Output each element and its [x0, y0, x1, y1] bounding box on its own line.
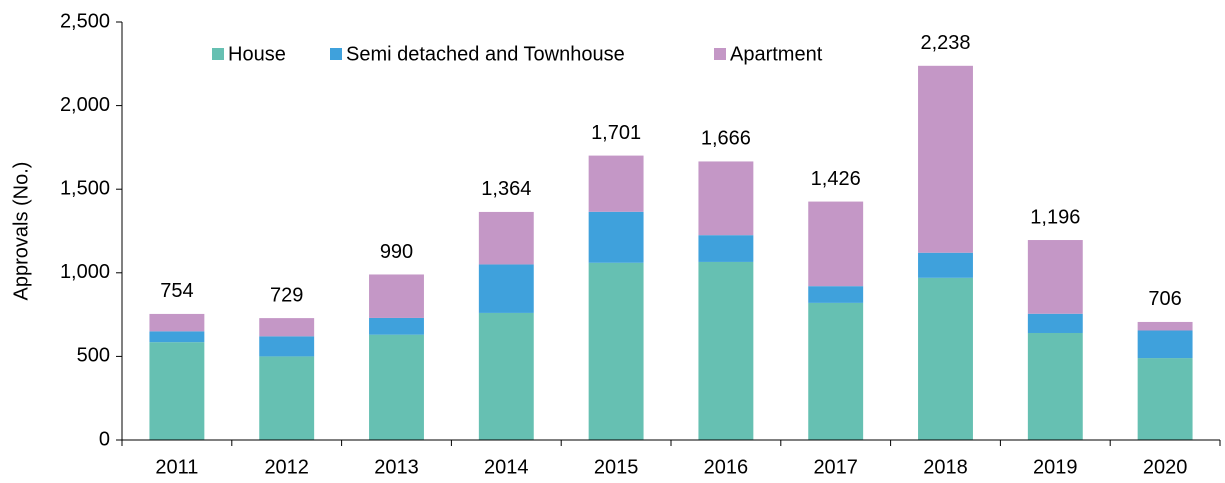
bar-segment: [1027, 313, 1083, 333]
y-tick-label: 0: [99, 428, 110, 450]
bar-segment: [369, 334, 424, 440]
x-tick-label: 2012: [264, 456, 309, 478]
x-tick-label: 2011: [155, 456, 198, 478]
y-tick-label: 1,500: [60, 177, 110, 199]
y-tick-label: 2,500: [60, 10, 110, 32]
total-label: 1,196: [1030, 206, 1080, 228]
bar-segment: [259, 356, 315, 440]
x-tick-label: 2019: [1033, 456, 1078, 478]
y-tick-label: 2,000: [60, 94, 110, 116]
bar-segment: [478, 211, 534, 265]
bar-segment: [369, 317, 424, 335]
x-tick-label: 2015: [594, 456, 639, 478]
legend-label: Semi detached and Townhouse: [346, 43, 625, 65]
bar-segment: [259, 318, 315, 337]
bar-segment: [149, 342, 205, 440]
x-tick-label: 2020: [1143, 456, 1188, 478]
legend-label: Apartment: [730, 43, 823, 65]
bar-segment: [918, 277, 973, 440]
total-label: 1,426: [811, 168, 861, 190]
x-tick-label: 2018: [923, 456, 968, 478]
bar-segment: [588, 211, 644, 263]
bar-segment: [808, 302, 864, 440]
legend-swatch: [330, 48, 342, 60]
bar-segment: [698, 235, 754, 262]
legend-swatch: [212, 48, 224, 60]
bar-segment: [918, 65, 973, 253]
bar-segment: [698, 261, 754, 440]
bar-segment: [808, 201, 864, 287]
y-tick-label: 1,000: [60, 261, 110, 283]
bar-segment: [588, 262, 644, 440]
total-label: 706: [1148, 288, 1181, 310]
bar-segment: [918, 252, 973, 278]
total-label: 729: [270, 284, 303, 306]
bar-segment: [698, 161, 754, 236]
total-label: 2,238: [920, 32, 970, 54]
x-tick-label: 2016: [704, 456, 749, 478]
bar-segment: [1137, 330, 1193, 359]
bar-segment: [149, 313, 205, 332]
bar-segment: [478, 264, 534, 313]
total-label: 1,364: [481, 178, 531, 200]
bar-segment: [369, 274, 424, 318]
bar-segment: [1027, 240, 1083, 314]
x-tick-label: 2014: [484, 456, 529, 478]
bar-segment: [808, 286, 864, 303]
bar-segment: [1137, 358, 1193, 440]
x-tick-label: 2013: [374, 456, 419, 478]
bar-segment: [259, 336, 315, 357]
total-label: 1,701: [591, 122, 641, 144]
bar-segment: [478, 312, 534, 440]
total-label: 990: [380, 241, 413, 263]
bar-segment: [1137, 321, 1193, 331]
bar-segment: [1027, 332, 1083, 440]
y-axis-label: Approvals (No.): [10, 162, 32, 301]
total-label: 1,666: [701, 128, 751, 150]
y-tick-label: 500: [77, 345, 110, 367]
bar-segment: [149, 331, 205, 343]
legend-label: House: [228, 43, 286, 65]
x-tick-label: 2017: [813, 456, 858, 478]
total-label: 754: [160, 280, 193, 302]
bar-segment: [588, 155, 644, 212]
legend-swatch: [714, 48, 726, 60]
